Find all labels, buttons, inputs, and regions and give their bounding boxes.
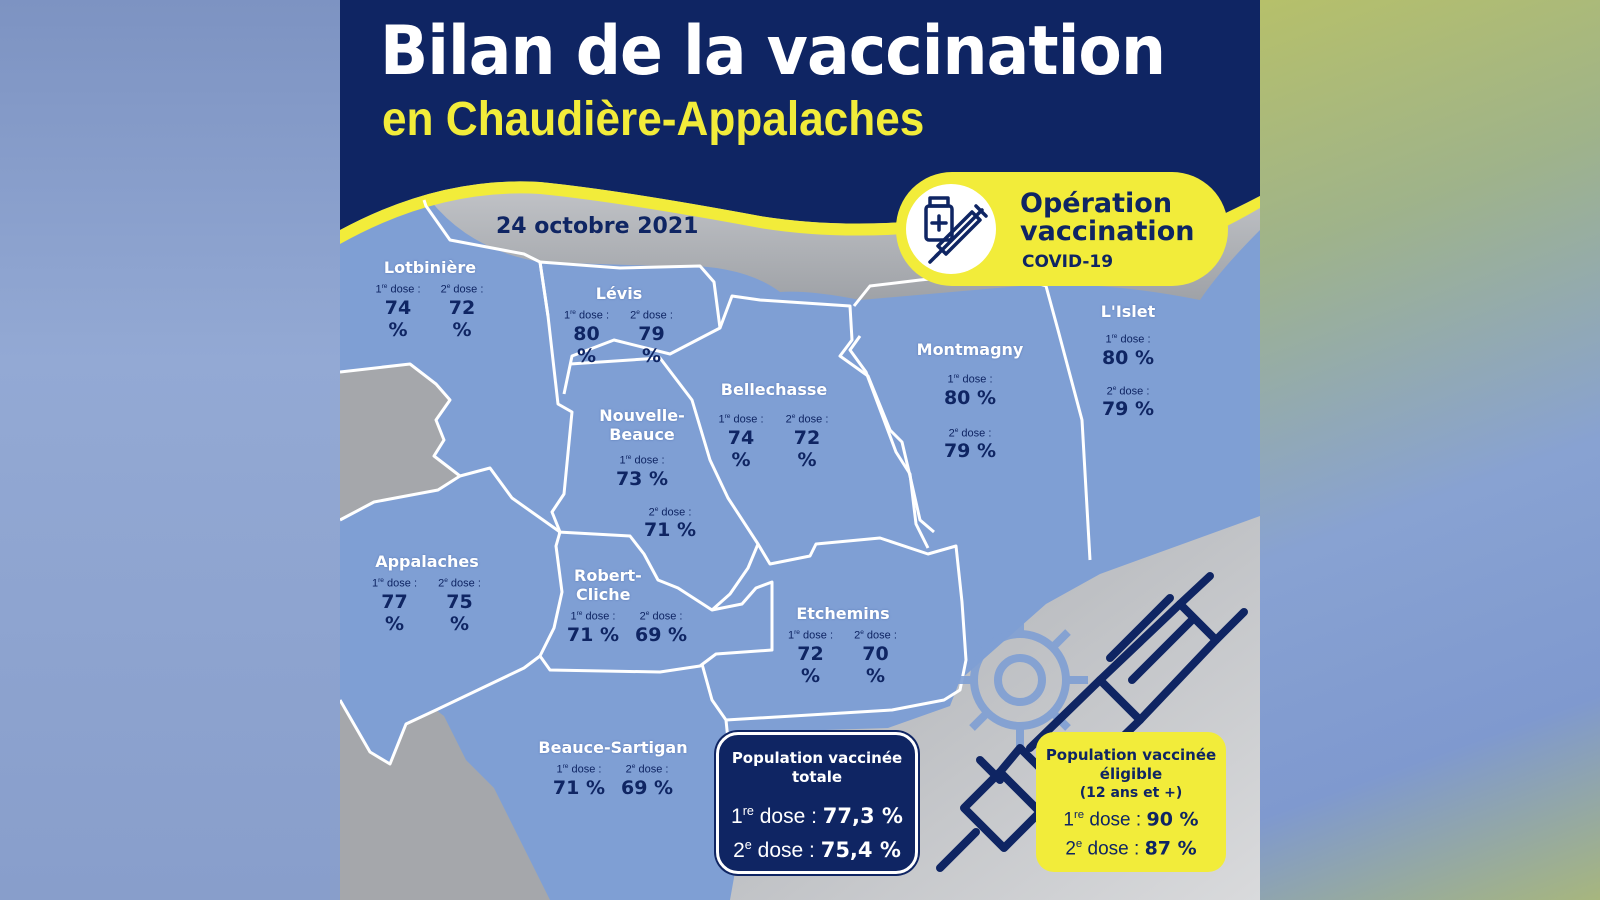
second-dose-label: 2e dose :: [630, 309, 673, 322]
second-dose-label: 2e dose :: [1106, 384, 1150, 398]
operation-line-2: vaccination: [1020, 216, 1195, 247]
first-dose-label: 1re dose :: [718, 413, 764, 426]
region-name: Montmagny: [916, 340, 1024, 359]
first-dose-value: 80 %: [943, 386, 997, 409]
region-montmagny: Montmagny 1re dose :80 % 2e dose :79 %: [910, 340, 1030, 462]
first-dose-label: 1re dose :: [563, 309, 610, 322]
operation-vaccination-badge: Opération vaccination COVID-19: [896, 172, 1228, 286]
eligible-box-title-line-1: Population vaccinée: [1045, 746, 1217, 764]
operation-line-3: COVID-19: [1022, 252, 1114, 272]
region-name: Appalaches: [375, 552, 479, 571]
region-name: Lévis: [595, 284, 643, 303]
first-dose-label: 1re dose :: [570, 610, 616, 623]
outside-west-area: [340, 364, 460, 520]
eligible-second-dose-line: 2e dose : 87 %: [1065, 837, 1197, 860]
region-bellechasse: Bellechasse 1re dose :74 % 2e dose :72 %: [716, 380, 832, 471]
total-first-dose-value: 77,3 %: [822, 804, 903, 828]
first-dose-label: 1re dose :: [556, 763, 602, 776]
report-date: 24 octobre 2021: [496, 214, 699, 239]
eligible-population-box: Population vaccinée éligible (12 ans et …: [1036, 732, 1226, 872]
region-name: L'Islet: [1100, 302, 1156, 321]
first-dose-value: 80 %: [1101, 346, 1155, 369]
header-wave: [340, 181, 1260, 244]
second-dose-label: 2e dose :: [948, 426, 992, 440]
first-dose-value: 72 %: [797, 642, 824, 687]
second-dose-value: 71 %: [643, 519, 697, 542]
eligible-first-dose-value: 90 %: [1146, 808, 1199, 831]
region-name: Robert-: [574, 566, 642, 585]
region-lotbiniere: Lotbinière 1re dose :74 % 2e dose :72 %: [374, 258, 486, 341]
second-dose-label: 2e dose :: [648, 505, 692, 519]
page-subtitle: en Chaudière-Appalaches: [382, 93, 925, 146]
outside-southwest-area: [340, 700, 550, 900]
total-first-dose-line: 1re dose : 77,3 %: [731, 804, 903, 828]
second-dose-value: 72 %: [793, 426, 821, 471]
region-name: Beauce-Sartigan: [538, 738, 688, 757]
first-dose-value: 71 %: [566, 623, 619, 646]
virus-icon: [952, 612, 1088, 748]
first-dose-value: 74 %: [384, 296, 412, 341]
region-robert-cliche: Robert- Cliche 1re dose :71 % 2e dose :6…: [562, 566, 692, 646]
first-dose-label: 1re dose :: [947, 373, 993, 386]
eligible-second-dose-value: 87 %: [1144, 837, 1197, 860]
second-dose-value: 79 %: [1101, 398, 1155, 421]
vaccine-bottle-syringe-icon: [906, 184, 996, 274]
blurred-background-left: [0, 0, 340, 900]
second-dose-value: 75 %: [446, 590, 473, 635]
blurred-background-right: [1260, 0, 1600, 900]
first-dose-value: 80 %: [573, 322, 600, 367]
operation-line-1: Opération: [1020, 188, 1173, 219]
region-name-line-2: Beauce: [609, 425, 675, 444]
region-name: Lotbinière: [383, 258, 477, 277]
first-dose-value: 71 %: [552, 776, 605, 799]
first-dose-label: 1re dose :: [619, 454, 665, 467]
first-dose-label: 1re dose :: [371, 577, 418, 590]
second-dose-value: 72 %: [448, 296, 476, 341]
second-dose-value: 79 %: [943, 440, 997, 463]
total-second-dose-value: 75,4 %: [820, 838, 901, 862]
region-etchemins: Etchemins 1re dose :72 % 2e dose :70 %: [786, 604, 900, 687]
total-box-title-line-1: Population vaccinée: [731, 749, 903, 767]
region-name-line-2: Cliche: [576, 585, 631, 604]
total-second-dose-line: 2e dose : 75,4 %: [733, 838, 901, 862]
eligible-box-title-line-2: éligible: [1099, 765, 1163, 783]
first-dose-value: 74 %: [727, 426, 755, 471]
second-dose-label: 2e dose :: [854, 629, 897, 642]
eligible-box-age-note: (12 ans et +): [1079, 785, 1183, 801]
total-population-box: Population vaccinée totale 1re dose : 77…: [716, 732, 918, 874]
second-dose-label: 2e dose :: [639, 610, 683, 623]
region-name: Bellechasse: [720, 380, 828, 399]
region-borders: [340, 199, 1092, 766]
region-beauce-sartigan: Beauce-Sartigan 1re dose :71 % 2e dose :…: [538, 738, 688, 799]
region-levis: Lévis 1re dose :80 % 2e dose :79 %: [562, 284, 676, 367]
eligible-first-dose-line: 1re dose : 90 %: [1063, 808, 1199, 831]
second-dose-label: 2e dose :: [785, 413, 829, 426]
first-dose-value: 73 %: [615, 467, 669, 490]
second-dose-label: 2e dose :: [438, 577, 481, 590]
first-dose-label: 1re dose :: [787, 629, 834, 642]
second-dose-value: 70 %: [862, 642, 889, 687]
region-name: Nouvelle-: [599, 406, 685, 425]
first-dose-label: 1re dose :: [1105, 333, 1151, 346]
first-dose-label: 1re dose :: [375, 283, 421, 296]
infographic-card: Bilan de la vaccination en Chaudière-App…: [340, 0, 1260, 900]
region-nouvelle-beauce: Nouvelle- Beauce 1re dose :73 % 2e dose …: [586, 406, 698, 541]
region-appalaches: Appalaches 1re dose :77 % 2e dose :75 %: [370, 552, 484, 635]
region-lislet: L'Islet 1re dose :80 % 2e dose :79 %: [1084, 302, 1172, 420]
second-dose-value: 79 %: [638, 322, 665, 367]
region-name: Etchemins: [796, 604, 890, 623]
first-dose-value: 77 %: [381, 590, 408, 635]
total-box-title-line-2: totale: [791, 768, 843, 786]
second-dose-value: 69 %: [621, 776, 674, 799]
second-dose-label: 2e dose :: [625, 763, 669, 776]
second-dose-label: 2e dose :: [440, 283, 484, 296]
page-title: Bilan de la vaccination: [380, 12, 1166, 91]
second-dose-value: 69 %: [635, 623, 688, 646]
